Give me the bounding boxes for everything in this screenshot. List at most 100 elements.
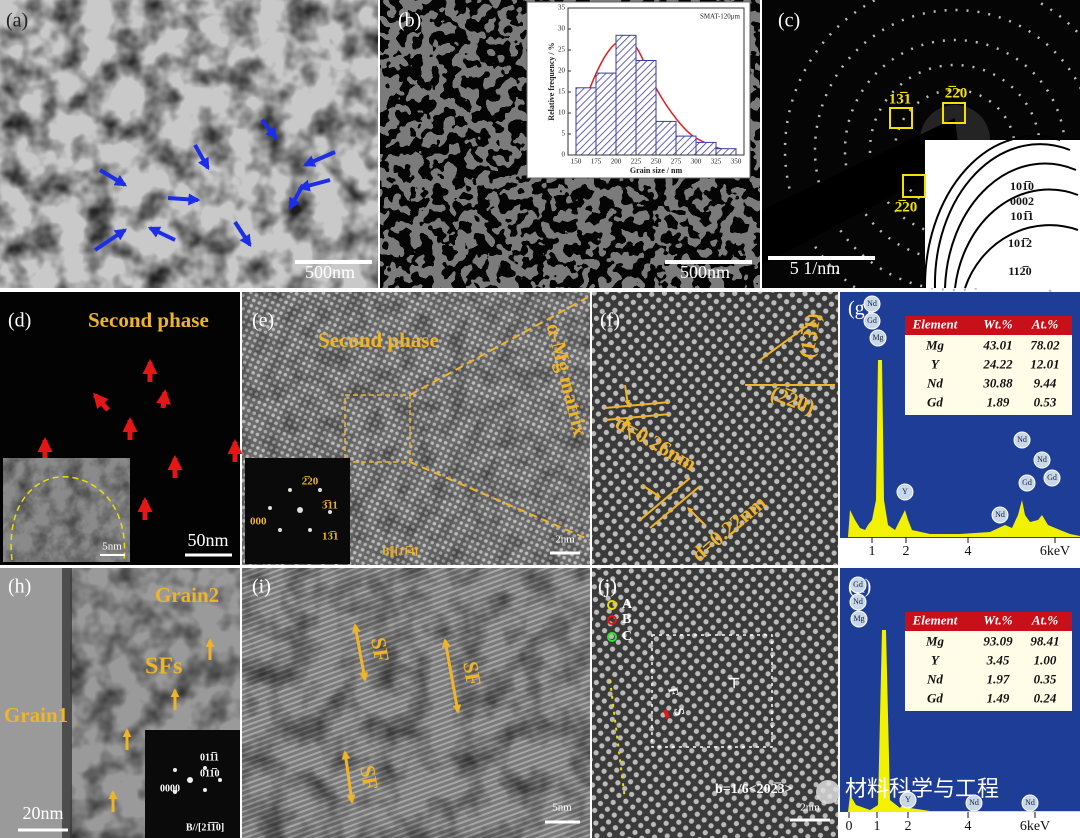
- panel-f-bg: [592, 292, 838, 565]
- label: b=1/6<202̅3>: [715, 781, 793, 797]
- sf-arrows: [108, 638, 215, 812]
- table-cell: 9.44: [1034, 375, 1057, 390]
- peak-label: Nd: [995, 510, 1005, 519]
- label: 011̅1: [200, 752, 219, 763]
- label: 011̅0: [200, 768, 219, 779]
- blue-arrow: [297, 178, 331, 192]
- peak-badge: [1018, 474, 1036, 492]
- table-header: Element: [912, 612, 958, 627]
- panel-j-bg: [592, 568, 838, 838]
- ring-key: [925, 140, 1080, 288]
- x-tick-label: 150: [571, 158, 582, 166]
- table-body-bg: [905, 335, 1072, 415]
- peak-badge: [849, 593, 867, 611]
- blue-arrow: [302, 150, 336, 167]
- label: 3̅11: [322, 500, 338, 512]
- peak-badge: [863, 295, 881, 313]
- table-cell: 30.88: [982, 375, 1013, 390]
- axis-label: 6keV: [1020, 819, 1050, 834]
- histogram-bar: [695, 141, 717, 156]
- table-cell: 12.01: [1030, 356, 1059, 371]
- peak-label: Mg: [872, 333, 883, 342]
- peak-badge: [1033, 451, 1051, 469]
- fft-spots: [173, 766, 222, 794]
- peak-badge: [965, 794, 983, 812]
- table-cell: 1.49: [987, 690, 1010, 705]
- axis-label: 1: [869, 544, 876, 559]
- x-tick-label: 275: [671, 158, 682, 166]
- blue-arrow: [93, 228, 127, 252]
- burgers-circuit: [651, 634, 773, 748]
- axis-label: 0: [846, 819, 853, 834]
- inset-texture: [3, 458, 130, 562]
- peak-badge: [896, 483, 914, 501]
- label: (j): [598, 576, 617, 598]
- x-tick-label: 250: [651, 158, 662, 166]
- x-tick-label: 300: [691, 158, 702, 166]
- y-tick-label: 0: [562, 151, 566, 159]
- peak-label: Gd: [853, 580, 863, 589]
- wechat-icon: [816, 780, 840, 804]
- histogram-bar: [655, 120, 677, 156]
- table-header-bg: [905, 316, 1072, 335]
- label: 5 1/nm: [790, 258, 841, 278]
- x-tick-label: 200: [611, 158, 622, 166]
- grain-boundary: [62, 568, 72, 838]
- histogram-bar: [575, 87, 597, 156]
- site-markers: [607, 600, 617, 642]
- x-tick-label: 175: [591, 158, 602, 166]
- table-cell: 0.35: [1034, 671, 1057, 686]
- label: 5nm: [102, 541, 122, 553]
- table-header-bg: [905, 612, 1072, 631]
- peak-label: Mg: [853, 614, 864, 623]
- label: B: [622, 612, 631, 627]
- label: (c): [778, 10, 800, 32]
- y-tick-label: 20: [558, 67, 566, 75]
- blue-arrow: [260, 118, 278, 140]
- axis-label: 6keV: [1040, 544, 1070, 559]
- energy-axis: [840, 812, 1080, 838]
- table-cell: 3.45: [986, 652, 1010, 667]
- label: (h): [8, 576, 31, 598]
- table-cell: Nd: [926, 671, 943, 686]
- table-cell: Y: [931, 652, 940, 667]
- blue-arrow: [147, 226, 176, 242]
- y-tick-label: 25: [558, 46, 566, 54]
- blue-arrow: [233, 220, 252, 248]
- phase-outline: [10, 476, 126, 561]
- label: 0000: [160, 783, 180, 794]
- table-cell: 43.01: [982, 337, 1012, 352]
- label: Grain1: [4, 703, 68, 727]
- fringe-markers: [604, 319, 835, 529]
- label: 112̅0: [1008, 264, 1031, 278]
- label: 101̅0: [1010, 179, 1034, 193]
- label: B//[21̅1̅0]: [186, 822, 224, 833]
- peak-label: Y: [905, 795, 911, 804]
- label: S: [670, 707, 686, 717]
- table-header: Element: [912, 316, 958, 331]
- axis-label: 4: [965, 819, 972, 834]
- label: 5nm: [552, 802, 572, 814]
- label: (d): [8, 310, 31, 332]
- table-cell: 24.22: [982, 356, 1013, 371]
- y-tick-label: 30: [558, 25, 566, 33]
- label: 2̅20: [302, 476, 319, 488]
- blue-arrow: [288, 184, 305, 211]
- table-cell: 1.00: [1034, 652, 1057, 667]
- label: 500nm: [680, 262, 730, 282]
- zoom-lines: [409, 295, 591, 541]
- table-body-bg: [905, 631, 1072, 711]
- label: 2nm: [800, 802, 820, 814]
- histogram-bar: [715, 148, 737, 156]
- closure-failure: [663, 709, 670, 719]
- peak-label: Nd: [969, 798, 979, 807]
- label: 2̅20: [895, 199, 918, 215]
- table-cell: Mg: [925, 337, 945, 352]
- table-cell: 78.02: [1030, 337, 1060, 352]
- label: 2̅20: [945, 85, 968, 101]
- sf-arrows: [341, 623, 462, 804]
- red-arrow: [93, 392, 110, 412]
- blue-arrow: [98, 168, 128, 187]
- label: 13̅1: [889, 91, 912, 107]
